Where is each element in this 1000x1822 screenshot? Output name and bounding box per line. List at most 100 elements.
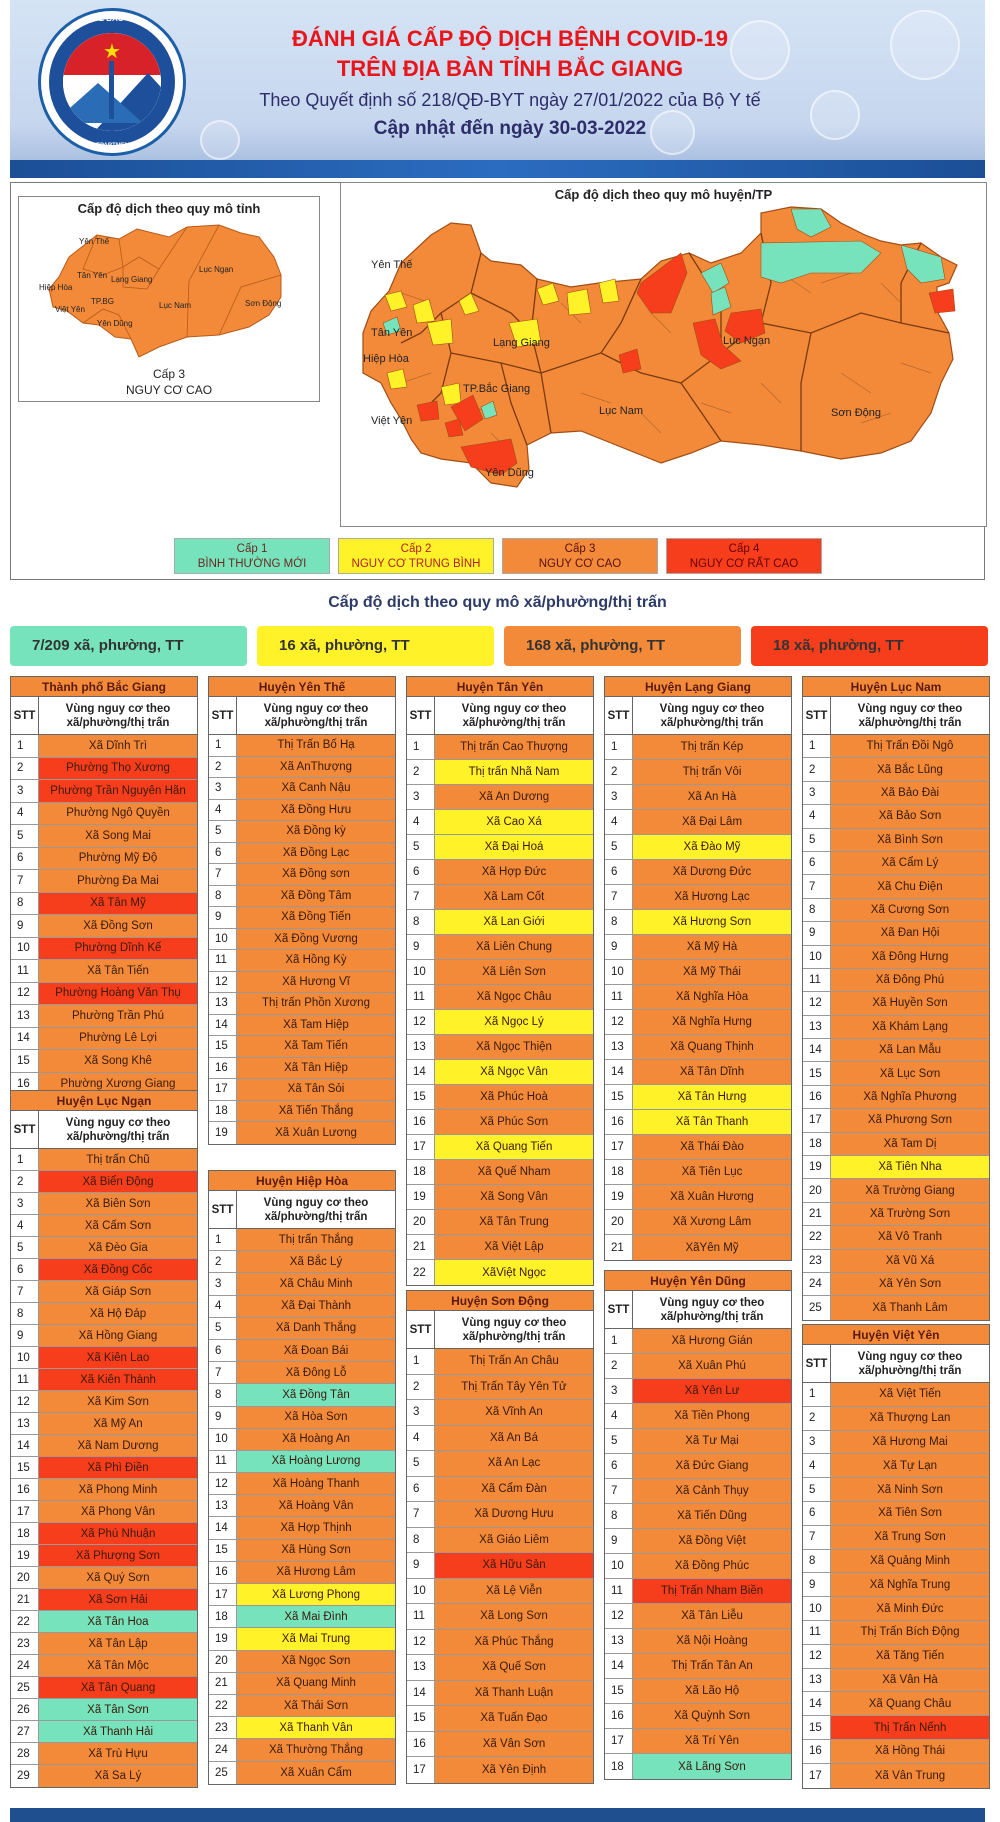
stt-header: STT: [11, 1111, 39, 1148]
row-number: 4: [407, 1425, 435, 1450]
table-row: 13 Xã Quế Sơn: [407, 1655, 593, 1681]
table-row: 11 Xã Kiên Thành: [11, 1369, 197, 1391]
table-row: 4 Xã Cao Xá: [407, 810, 593, 835]
table-row: 1 Thị Trấn An Châu: [407, 1349, 593, 1375]
row-number: 4: [11, 802, 39, 824]
province-map-shape: [48, 224, 282, 358]
district-map-label: Yên Thế: [371, 259, 413, 271]
commune-name: Thị Trấn Nếnh: [831, 1716, 989, 1739]
table-row: 22 Xã Thái Sơn: [209, 1694, 395, 1718]
table-row: 10 Xã Minh Đức: [803, 1597, 989, 1621]
row-number: 3: [605, 1379, 633, 1403]
commune-name: Xã Hoàng Thanh: [237, 1473, 395, 1495]
row-number: 15: [407, 1085, 435, 1109]
virus-decoration: [650, 110, 695, 155]
stt-header: STT: [803, 1345, 831, 1382]
table-row: 19 Xã Song Vân: [407, 1185, 593, 1210]
table-row: 9 Xã Nghĩa Trung: [803, 1573, 989, 1598]
table-row: 13 Xã Ngọc Thiện: [407, 1035, 593, 1060]
table-row: 7 Xã Lam Cốt: [407, 885, 593, 910]
commune-name: Xã Đồng Tân: [237, 1384, 395, 1406]
row-number: 2: [209, 756, 237, 777]
row-number: 10: [605, 1554, 633, 1578]
table-row: 26 Xã Tân Sơn: [11, 1699, 197, 1721]
table-row: 15 Xã Phúc Hoà: [407, 1085, 593, 1110]
district-table-title: Huyện Tân Yên: [407, 677, 593, 697]
table-row: 12 Xã Tân Liễu: [605, 1604, 791, 1629]
row-number: 8: [407, 910, 435, 934]
table-row: 10 Xã Liên Sơn: [407, 960, 593, 985]
legend-level-2: Cấp 2 NGUY CƠ TRUNG BÌNH: [338, 538, 494, 574]
commune-name: Xã Quang Minh: [237, 1672, 395, 1694]
table-header: STT Vùng nguy cơ theo xã/phường/thị trấn: [209, 697, 395, 735]
row-number: 18: [407, 1160, 435, 1184]
row-number: 3: [407, 1400, 435, 1425]
commune-name: Xã Vĩnh An: [435, 1400, 593, 1425]
table-row: 11 Xã Hoàng Lương: [209, 1450, 395, 1474]
commune-name: Xã Lam Cốt: [435, 885, 593, 909]
row-number: 11: [11, 960, 39, 982]
table-row: 25 Xã Tân Quang: [11, 1677, 197, 1699]
province-map-label: Yên Dũng: [97, 319, 133, 328]
table-row: 14 Xã Tân Dĩnh: [605, 1060, 791, 1085]
row-number: 8: [803, 1549, 831, 1573]
commune-name: Xã Huyền Sơn: [831, 992, 989, 1015]
district-map-label: Sơn Động: [831, 407, 882, 419]
commune-name: Xã Ninh Sơn: [831, 1478, 989, 1501]
row-number: 5: [407, 835, 435, 859]
table-row: 22 Xã Tân Hoa: [11, 1611, 197, 1633]
commune-name: Xã Giáp Sơn: [39, 1281, 197, 1302]
table-row: 13 Xã Khám Lạng: [803, 1015, 989, 1040]
table-row: 4 Xã Bảo Sơn: [803, 805, 989, 829]
commune-name: Xã Hòa Sơn: [237, 1406, 395, 1428]
row-number: 8: [803, 898, 831, 922]
commune-name: Xã Đồng Tâm: [237, 885, 395, 906]
row-number: 13: [803, 1015, 831, 1039]
table-row: 8 Xã Quảng Minh: [803, 1549, 989, 1574]
commune-name: Xã Thượng Lan: [831, 1406, 989, 1430]
table-row: 23 Xã Thanh Vân: [209, 1717, 395, 1740]
table-row: 17 Xã Yên Định: [407, 1757, 593, 1783]
row-number: 28: [11, 1743, 39, 1764]
table-row: 18 Xã Tiến Thắng: [209, 1100, 395, 1122]
row-number: 12: [407, 1629, 435, 1654]
table-row: 10 Xã Kiên Lao: [11, 1347, 197, 1369]
table-row: 15 Xã Song Khê: [11, 1050, 197, 1073]
commune-name: Xã Thanh Hải: [39, 1721, 197, 1742]
page-title-line2: TRÊN ĐỊA BÀN TỈNH BẮC GIANG: [336, 56, 684, 81]
commune-name: Xã Xương Lâm: [633, 1210, 791, 1234]
commune-name: Xã Phong Vân: [39, 1501, 197, 1522]
commune-name: Xã Ngọc Châu: [435, 985, 593, 1009]
row-number: 11: [11, 1369, 39, 1390]
row-number: 7: [11, 1281, 39, 1302]
row-number: 15: [209, 1539, 237, 1561]
row-number: 11: [605, 985, 633, 1009]
row-number: 1: [209, 1229, 237, 1251]
row-number: 9: [11, 915, 39, 937]
commune-name: Xã Thanh Luận: [435, 1680, 593, 1705]
table-row: 4 Phường Ngô Quyền: [11, 802, 197, 825]
table-row: 10 Xã Hoàng An: [209, 1428, 395, 1451]
commune-name: Xã Kim Sơn: [39, 1391, 197, 1412]
commune-header: Vùng nguy cơ theo xã/phường/thị trấn: [65, 1116, 171, 1143]
table-row: 7 Xã Đồng sơn: [209, 864, 395, 886]
district-map: Cấp độ dịch theo quy mô huyện/TP: [340, 182, 987, 527]
commune-name: Phường Dĩnh Kế: [39, 937, 197, 959]
table-row: 2 Thị trấn Nhã Nam: [407, 760, 593, 785]
district-table-title: Huyện Lục Ngạn: [11, 1091, 197, 1111]
table-row: 16 Xã Vân Sơn: [407, 1731, 593, 1757]
table-row: 7 Xã Dương Hưu: [407, 1502, 593, 1528]
table-row: 1 Xã Hương Gián: [605, 1329, 791, 1354]
commune-name: Thị trấn Thắng: [237, 1229, 395, 1251]
commune-name: Xã Trù Hựu: [39, 1743, 197, 1764]
row-number: 2: [11, 757, 39, 779]
commune-name: Xã Tân Tiến: [39, 960, 197, 982]
table-row: 6 Xã Cẩm Lý: [803, 851, 989, 876]
commune-name: Thị trấn Kép: [633, 735, 791, 759]
commune-header: Vùng nguy cơ theo xã/phường/thị trấn: [263, 1196, 369, 1223]
commune-name: Xã Biển Động: [39, 1171, 197, 1192]
district-map-label: Tân Yên: [371, 327, 413, 339]
commune-name: Xã Nghĩa Trung: [831, 1573, 989, 1597]
commune-name: XãViệt Ngọc: [435, 1260, 593, 1285]
row-number: 1: [407, 735, 435, 759]
